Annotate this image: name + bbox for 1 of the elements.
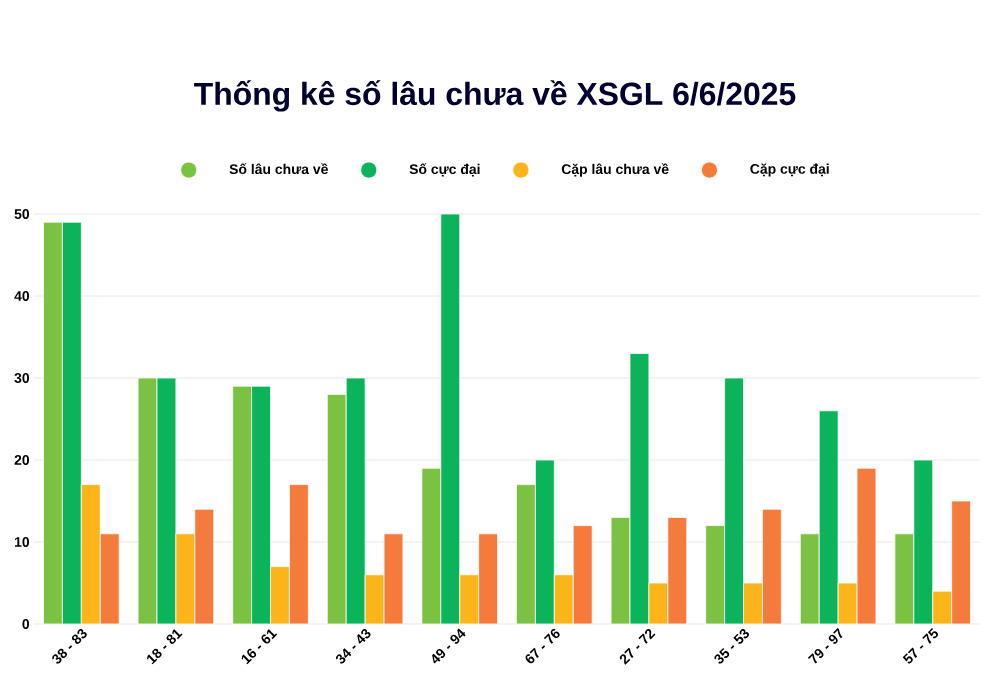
chart-title: Thống kê số lâu chưa về XSGL 6/6/2025 <box>194 80 796 112</box>
